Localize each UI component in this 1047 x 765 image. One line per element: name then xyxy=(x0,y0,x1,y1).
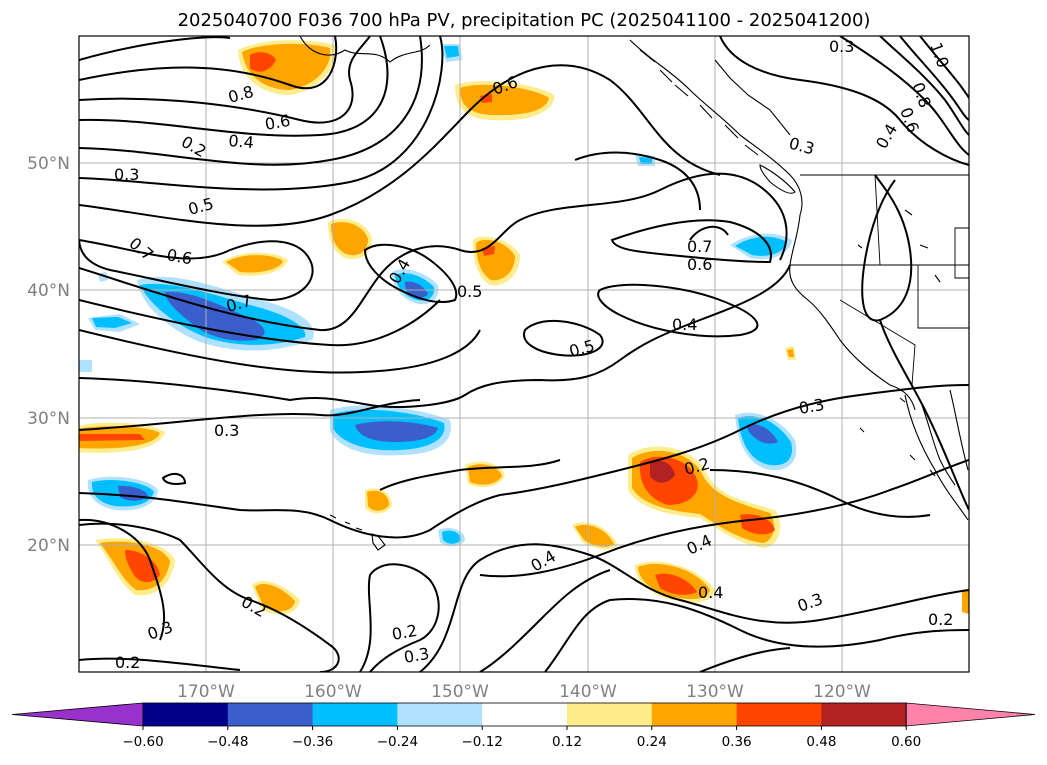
contour-label: 0.6 xyxy=(263,111,291,134)
negative-anomaly-6 xyxy=(735,412,797,471)
negative-anomaly-2 xyxy=(88,314,140,332)
contour-label: 0.4 xyxy=(528,546,560,575)
map-title: 2025040700 F036 700 hPa PV, precipitatio… xyxy=(178,10,871,31)
positive-anomaly-2 xyxy=(455,81,555,121)
colorbar-segment xyxy=(312,703,398,726)
colorbar-tick-label: −0.48 xyxy=(207,734,248,750)
lon-label: 140°W xyxy=(559,682,617,702)
negative-anomaly-1 xyxy=(137,276,314,351)
colorbar-segment xyxy=(567,703,653,726)
contour-label: 0.3 xyxy=(214,421,239,440)
colorbar-tick-label: −0.36 xyxy=(292,734,333,750)
positive-anomaly-12 xyxy=(572,522,618,550)
lat-label: 50°N xyxy=(27,154,70,174)
colorbar-segment xyxy=(397,703,483,726)
contour-label: 0.5 xyxy=(186,194,216,219)
contour-label: 0.7 xyxy=(125,234,157,265)
latitude-labels: 50°N 40°N 30°N 20°N xyxy=(27,154,70,556)
colorbar-extension-max xyxy=(905,702,1036,727)
contour-label: 0.4 xyxy=(698,583,723,602)
positive-anomaly-7 xyxy=(95,538,175,596)
lon-label: 150°W xyxy=(431,682,489,702)
colorbar-tick-label: 0.24 xyxy=(637,734,667,750)
lat-label: 30°N xyxy=(27,409,70,429)
contour-label: 0.6 xyxy=(687,255,712,274)
contour-label: 0.4 xyxy=(672,315,697,334)
contour-label: 0.3 xyxy=(797,395,825,418)
contour-label: 0.2 xyxy=(928,610,953,629)
positive-anomaly-1 xyxy=(238,40,336,95)
colorbar-segment xyxy=(482,703,568,726)
colorbar-tick-label: −0.12 xyxy=(462,734,503,750)
colorbar-segment xyxy=(821,703,907,726)
contour-label: 0.3 xyxy=(114,165,139,184)
lon-label: 130°W xyxy=(686,682,744,702)
colorbar-tick-label: −0.60 xyxy=(122,734,163,750)
lon-label: 170°W xyxy=(177,682,235,702)
colorbar-segment xyxy=(143,703,229,726)
lon-label: 160°W xyxy=(304,682,362,702)
map-area: 0.3 0.8 0.6 0.4 0.2 0.3 0.5 0.7 0.6 0.7 … xyxy=(79,36,969,672)
contour-label: 0.3 xyxy=(145,617,175,644)
map-frame xyxy=(78,35,970,673)
coastlines xyxy=(299,36,969,551)
negative-anomaly-7 xyxy=(730,233,792,260)
colorbar-tick-label: 0.12 xyxy=(552,734,582,750)
contour-label: 0.4 xyxy=(228,131,255,152)
contour-label: 0.5 xyxy=(567,336,597,361)
colorbar-segment xyxy=(227,703,314,726)
graticule xyxy=(79,36,969,672)
contour-label: 0.3 xyxy=(787,134,817,159)
colorbar-segment xyxy=(651,703,738,726)
positive-anomaly-11 xyxy=(635,561,715,603)
colorbar-tick-label: 0.60 xyxy=(891,734,921,750)
positive-anomaly-3 xyxy=(328,218,372,260)
precip-shading xyxy=(79,40,969,615)
colorbar-outline xyxy=(142,702,907,727)
contour-label: 0.4 xyxy=(872,120,901,152)
contour-label: 0.3 xyxy=(829,37,854,56)
colorbar-extension-min xyxy=(11,702,144,727)
positive-anomaly-5 xyxy=(472,236,520,286)
positive-anomaly-4 xyxy=(222,252,288,276)
lat-label: 20°N xyxy=(27,536,70,556)
contour-label: 0.6 xyxy=(165,245,193,268)
negative-anomaly-8 xyxy=(438,528,465,547)
colorbar-tick-label: 0.48 xyxy=(806,734,836,750)
contour-label: 0.2 xyxy=(390,621,418,644)
colorbar xyxy=(11,702,1036,727)
contour-label: 0.2 xyxy=(115,653,140,672)
lat-label: 40°N xyxy=(27,281,70,301)
positive-anomaly-13 xyxy=(785,346,969,615)
contour-label: 0.3 xyxy=(795,589,825,616)
pv-contours xyxy=(79,36,969,672)
positive-anomaly-10 xyxy=(628,446,781,548)
contour-label: 0.8 xyxy=(226,82,256,107)
contour-label: 0.3 xyxy=(402,644,430,667)
lon-label: 120°W xyxy=(813,682,871,702)
colorbar-ticks: −0.60 −0.48 −0.36 −0.24 −0.12 0.12 0.24 0.36 0.4… xyxy=(122,726,921,750)
contour-label: 1.0 xyxy=(926,40,953,70)
positive-anomaly-6 xyxy=(79,422,165,453)
contour-labels: 0.3 0.8 0.6 0.4 0.2 0.3 0.5 0.7 0.6 0.7 … xyxy=(114,37,953,672)
contour-label: 0.4 xyxy=(684,531,715,559)
longitude-labels: 170°W 160°W 150°W 140°W 130°W 120°W xyxy=(177,682,871,702)
negative-anomaly-5 xyxy=(87,476,158,511)
contour-label: 0.7 xyxy=(687,237,712,256)
colorbar-tick-label: −0.24 xyxy=(377,734,418,750)
contour-label: 0.5 xyxy=(457,282,482,301)
colorbar-tick-label: 0.36 xyxy=(722,734,752,750)
colorbar-segment xyxy=(736,703,822,726)
